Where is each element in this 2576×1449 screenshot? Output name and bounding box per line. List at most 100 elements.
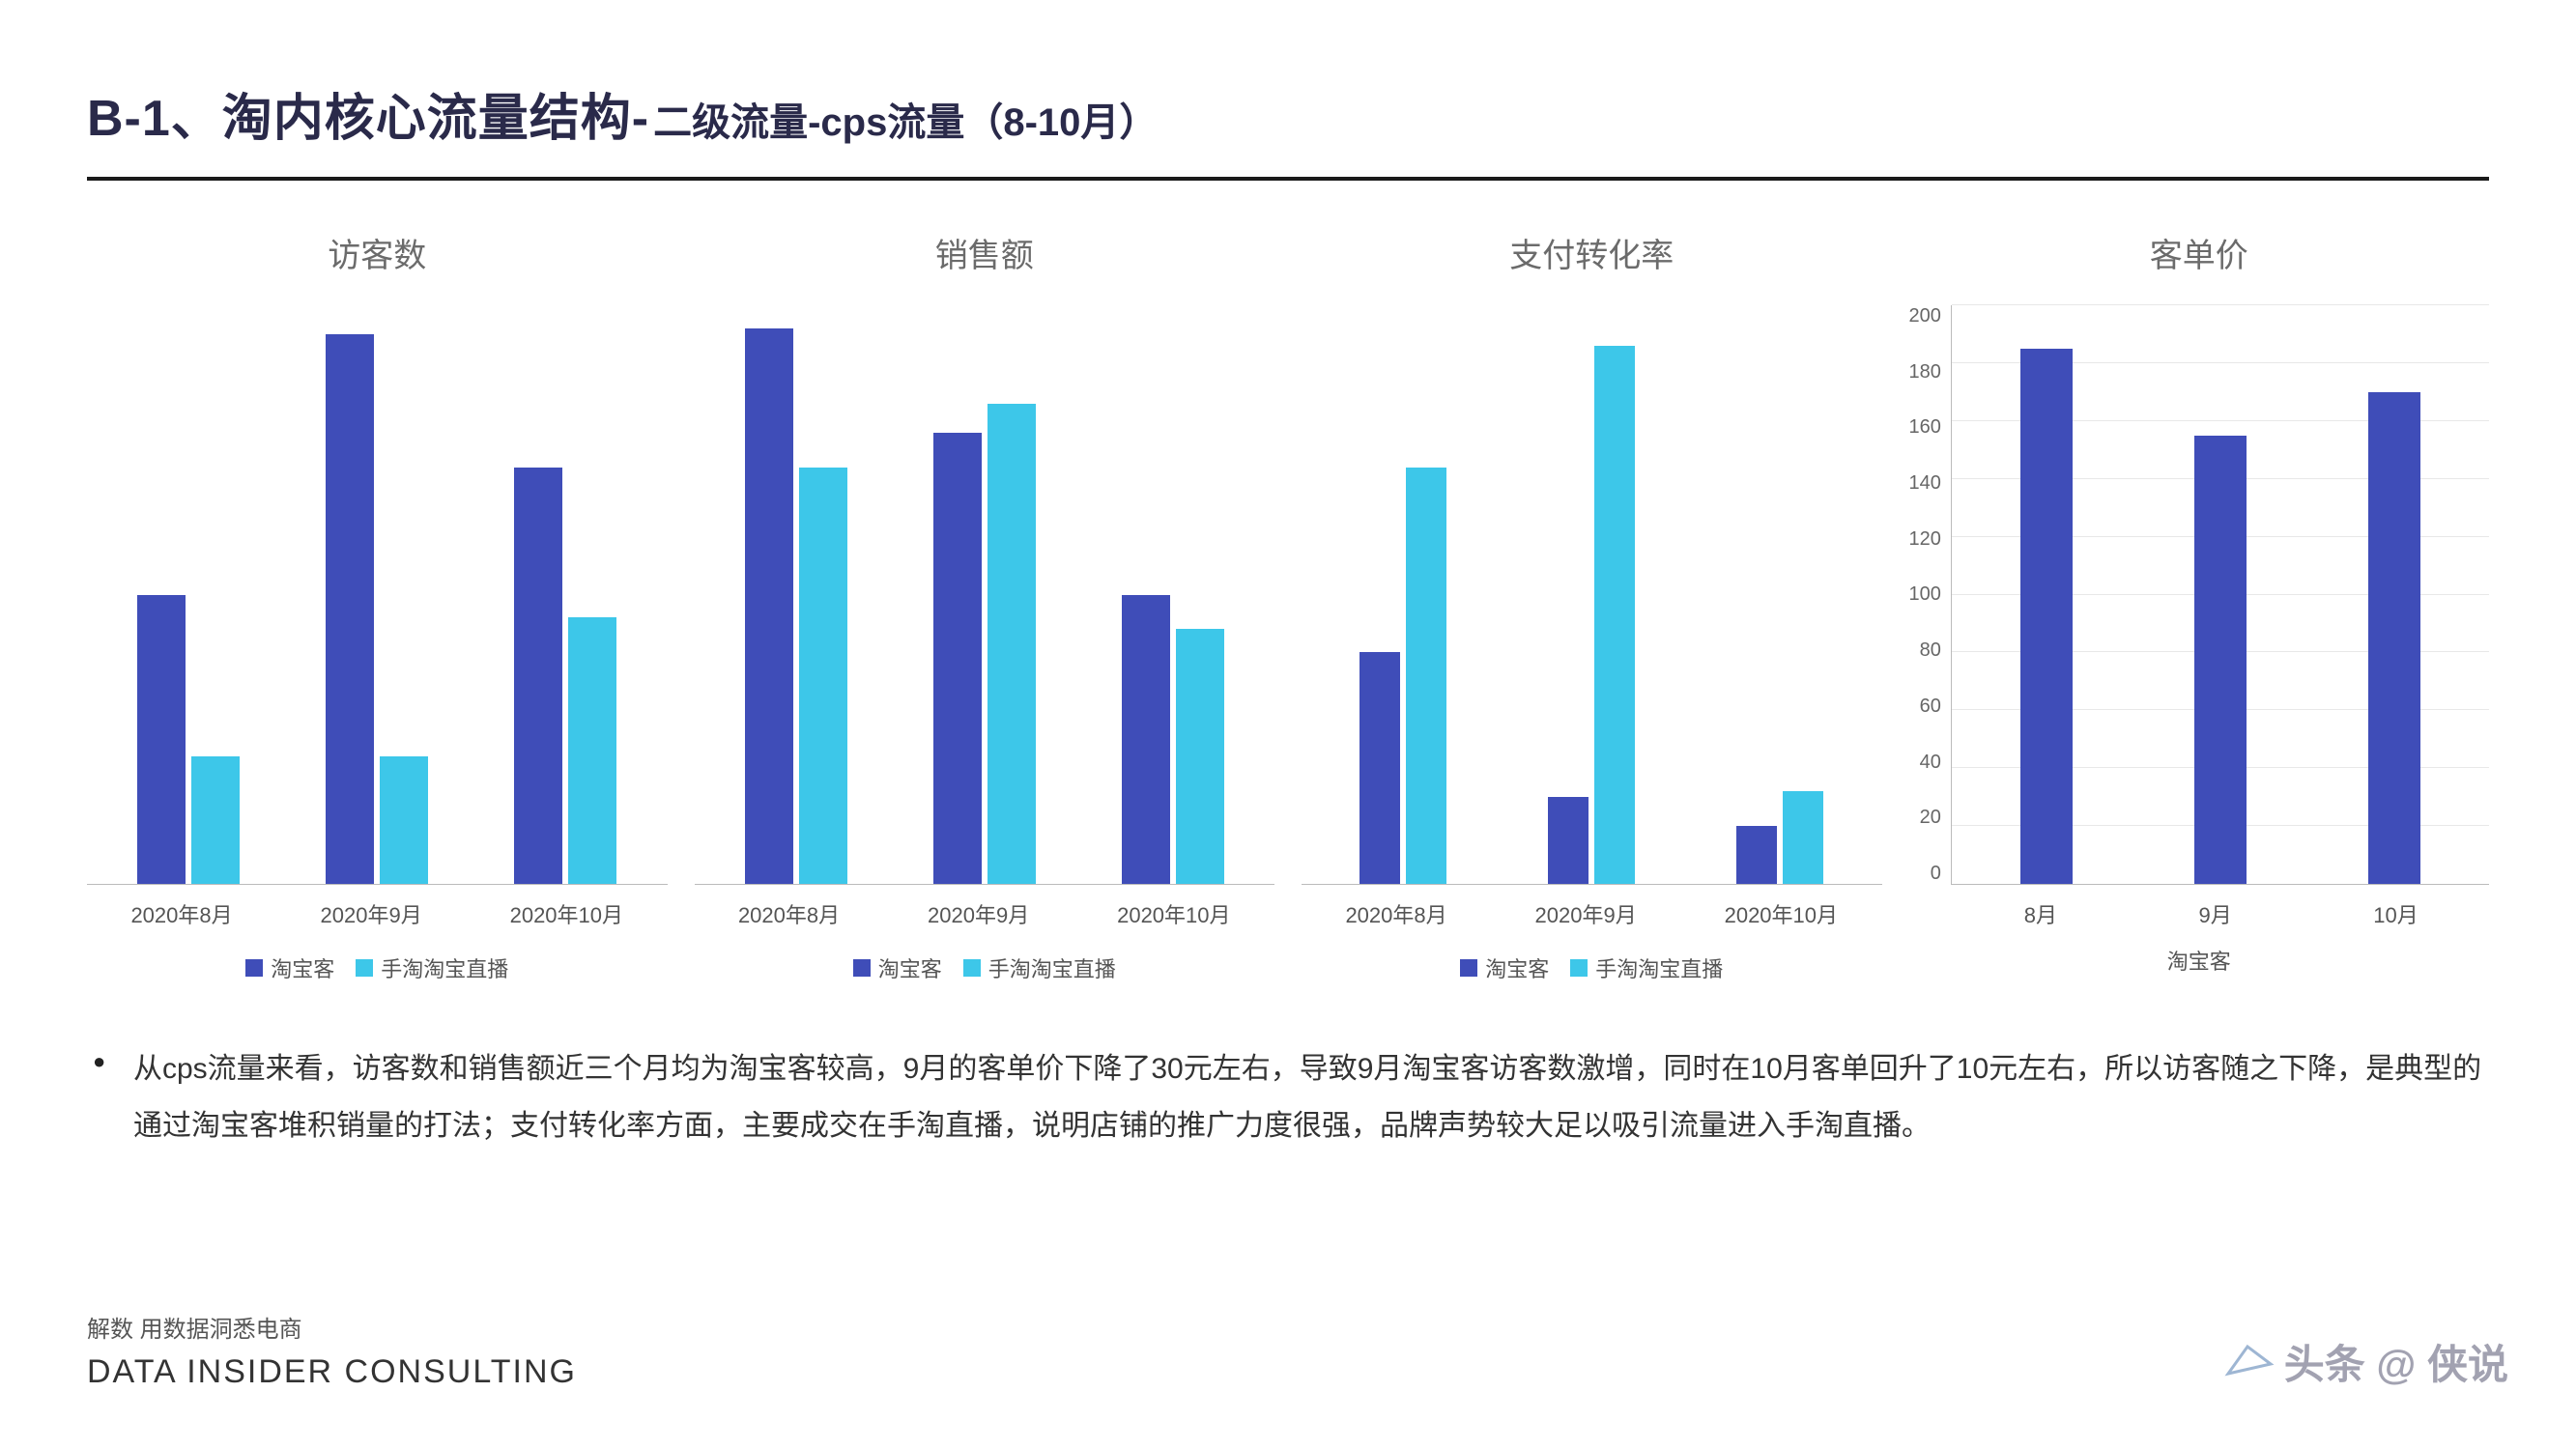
x-tick-label: 2020年9月 [321, 898, 422, 929]
bar-group [745, 305, 847, 884]
x-tick-label: 2020年8月 [738, 898, 840, 929]
bar-group [2368, 305, 2420, 884]
bar-group [514, 305, 616, 884]
legend-swatch [1460, 959, 1477, 977]
bar-b [380, 756, 428, 884]
bar-b [191, 756, 240, 884]
chart-3: 客单价2001801601401201008060402008月9月10月淘宝客 [1909, 229, 2490, 983]
plot-wrap [87, 305, 668, 885]
legend: 淘宝客 手淘淘宝直播 [853, 952, 1116, 983]
plot-wrap [695, 305, 1275, 885]
bar-a [933, 433, 982, 884]
legend-item: 淘宝客 [1460, 952, 1549, 983]
legend-swatch [245, 959, 263, 977]
bar-group [1360, 305, 1446, 884]
chart-title: 销售额 [935, 229, 1034, 276]
legend-label: 淘宝客 [271, 952, 334, 983]
x-labels: 2020年8月 2020年9月 2020年10月 [1302, 898, 1882, 929]
y-tick-label: 80 [1920, 639, 1941, 662]
bar-group [326, 305, 428, 884]
bar-a [1122, 595, 1170, 885]
y-tick-label: 20 [1920, 807, 1941, 829]
legend-item: 手淘淘宝直播 [963, 952, 1116, 983]
charts-row: 访客数2020年8月2020年9月2020年10月淘宝客手淘淘宝直播销售额202… [87, 229, 2489, 983]
chart-1: 销售额 2020年8月 2020年9月 2020年10月淘宝客 手淘淘宝直播 [695, 229, 1275, 983]
y-tick-label: 140 [1909, 472, 1941, 495]
bar-a [514, 468, 562, 884]
chart-title: 访客数 [328, 229, 426, 276]
legend-item: 手淘淘宝直播 [1570, 952, 1723, 983]
legend-label: 手淘淘宝直播 [988, 952, 1116, 983]
chart-0: 访客数2020年8月2020年9月2020年10月淘宝客手淘淘宝直播 [87, 229, 668, 983]
x-tick-label: 2020年10月 [1117, 898, 1230, 929]
legend-swatch [963, 959, 981, 977]
x-tick-label: 2020年10月 [1725, 898, 1838, 929]
bar-a [1548, 797, 1589, 884]
title-main: B-1、淘内核心流量结构- [87, 77, 649, 150]
plot-area [1302, 305, 1882, 885]
legend-swatch [1570, 959, 1588, 977]
title-sub: 二级流量-cps流量（8-10月） [653, 91, 1158, 147]
footer: 解数 用数据洞悉电商 DATA INSIDER CONSULTING [87, 1310, 577, 1391]
y-tick-label: 100 [1909, 583, 1941, 606]
bar-a [1736, 826, 1777, 884]
plot-wrap [1302, 305, 1882, 885]
plot-wrap: 200180160140120100806040200 [1909, 305, 2490, 885]
bar-b [568, 617, 616, 884]
legend-item: 淘宝客 [853, 952, 942, 983]
y-axis: 200180160140120100806040200 [1909, 305, 1951, 885]
legend-label: 手淘淘宝直播 [381, 952, 508, 983]
bar-b [1594, 346, 1635, 884]
x-labels: 8月9月10月 [1909, 898, 2490, 929]
x-tick-label: 2020年8月 [1345, 898, 1446, 929]
x-tick-label: 2020年9月 [1535, 898, 1637, 929]
legend: 淘宝客 手淘淘宝直播 [1460, 952, 1723, 983]
title-row: B-1、淘内核心流量结构- 二级流量-cps流量（8-10月） [87, 77, 2489, 150]
chart-2: 支付转化率2020年8月2020年9月2020年10月淘宝客手淘淘宝直播 [1302, 229, 1882, 983]
bar-group [137, 305, 240, 884]
bars-area [87, 305, 668, 884]
bar-a [1360, 652, 1400, 884]
bar-b [987, 404, 1036, 884]
bar-group [1548, 305, 1635, 884]
x-axis-title: 淘宝客 [2167, 945, 2231, 976]
legend-item: 手淘淘宝直播 [356, 952, 508, 983]
legend-label: 淘宝客 [1485, 952, 1549, 983]
bar-group [2020, 305, 2073, 884]
bar-b [1406, 468, 1446, 884]
legend-item: 淘宝客 [245, 952, 334, 983]
x-labels: 2020年8月2020年9月2020年10月 [87, 898, 668, 929]
y-tick-label: 0 [1931, 863, 1941, 885]
footer-brand: DATA INSIDER CONSULTING [87, 1353, 577, 1391]
bar-b [1176, 629, 1224, 884]
commentary-text: 从cps流量来看，访客数和销售额近三个月均为淘宝客较高，9月的客单价下降了30元… [87, 1041, 2489, 1154]
bar-b [1783, 791, 1823, 884]
legend-label: 淘宝客 [878, 952, 942, 983]
title-divider [87, 177, 2489, 181]
bar-group [933, 305, 1036, 884]
y-tick-label: 160 [1909, 416, 1941, 439]
chart-title: 客单价 [2150, 229, 2248, 276]
y-tick-label: 180 [1909, 361, 1941, 384]
legend-label: 手淘淘宝直播 [1595, 952, 1723, 983]
x-labels: 2020年8月 2020年9月 2020年10月 [695, 898, 1275, 929]
bars-area [1952, 305, 2489, 884]
slide: B-1、淘内核心流量结构- 二级流量-cps流量（8-10月） 访客数 2020年… [0, 0, 2576, 1449]
x-tick-label: 2020年8月 [130, 898, 232, 929]
bar-a [2194, 436, 2247, 884]
x-tick-label: 8月 [2024, 898, 2057, 929]
y-tick-label: 40 [1920, 752, 1941, 774]
legend: 淘宝客 手淘淘宝直播 [245, 952, 508, 983]
x-tick-label: 9月 [2199, 898, 2232, 929]
plot-area [87, 305, 668, 885]
footer-subtitle: 解数 用数据洞悉电商 [87, 1310, 577, 1344]
watermark-text: 头条 @ 侠说 [2284, 1332, 2508, 1391]
plot-area [695, 305, 1275, 885]
bars-area [1302, 305, 1882, 884]
watermark-icon [2224, 1341, 2275, 1383]
bar-a [326, 334, 374, 884]
bar-a [2020, 349, 2073, 884]
watermark: 头条 @ 侠说 [2224, 1332, 2508, 1391]
x-tick-label: 2020年9月 [928, 898, 1029, 929]
bars-area [695, 305, 1275, 884]
